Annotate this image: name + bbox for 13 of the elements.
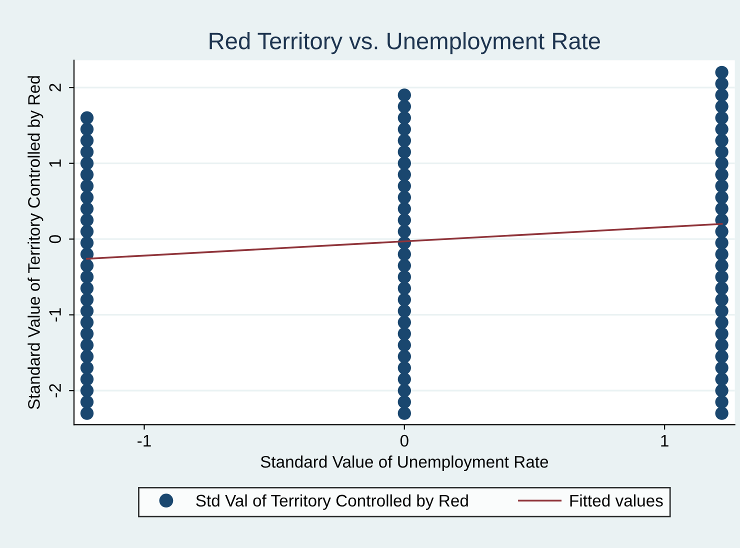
y-axis-title: Standard Value of Territory Controlled by Red: [28, 76, 44, 410]
x-tick-label: -1: [138, 435, 151, 446]
x-tick-label: 0: [400, 434, 408, 447]
chart-title: Red Territory vs. Unemployment Rate: [210, 32, 600, 54]
y-tick-label: 1: [49, 159, 61, 167]
x-tick-label: 1: [661, 435, 668, 446]
legend-label: Std Val of Territory Controlled by Red: [196, 494, 468, 510]
y-tick-label: 0: [49, 235, 61, 244]
y-tick-label: 2: [49, 84, 61, 92]
x-axis-title: Standard Value of Unemployment Rate: [260, 456, 548, 472]
y-tick-label: -2: [49, 384, 61, 398]
legend-label: Fitted values: [570, 494, 663, 507]
y-tick-label: -1: [49, 308, 61, 322]
